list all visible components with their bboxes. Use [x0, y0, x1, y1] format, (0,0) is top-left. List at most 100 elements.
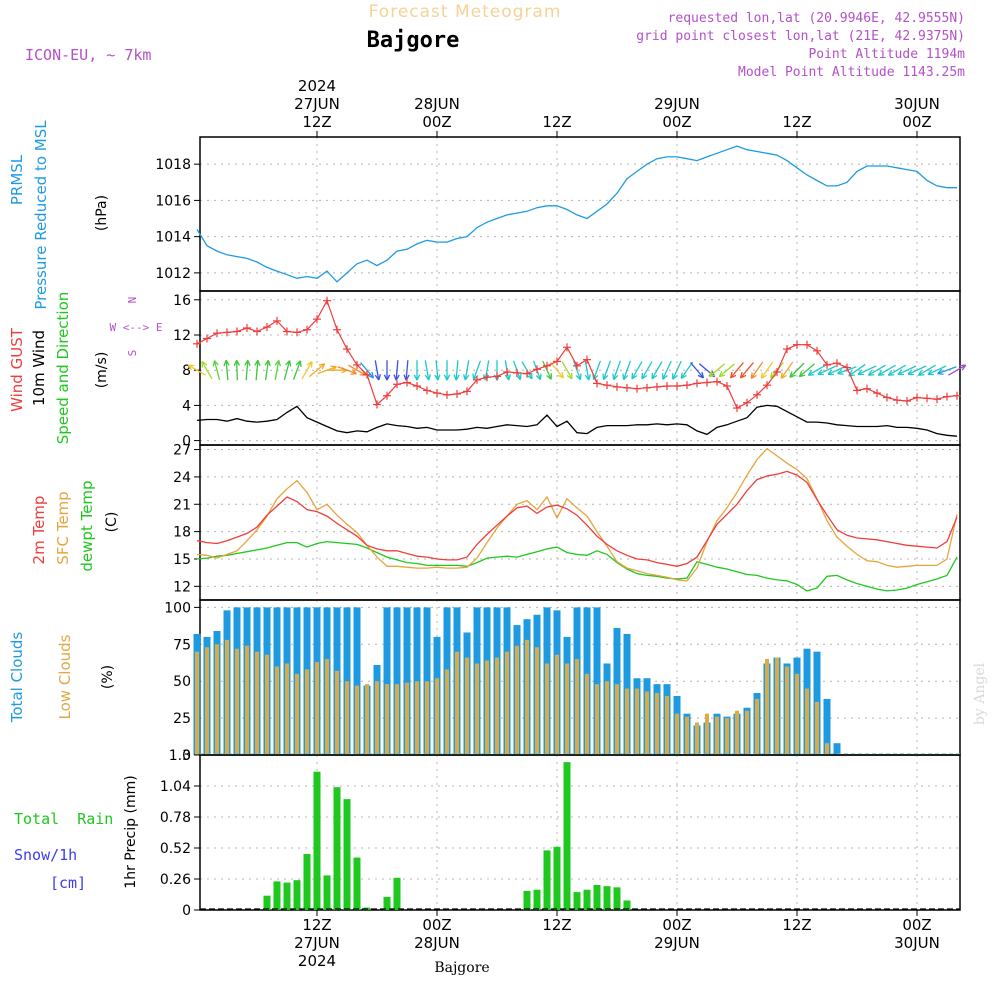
wind-gust-marker [933, 395, 941, 404]
wind-arrow-shaft [472, 360, 482, 380]
wind-arrow-head [623, 374, 629, 381]
y-tick-label: 1.3 [169, 748, 191, 764]
total-clouds-bar [353, 607, 361, 755]
wind-arrow-head [937, 368, 943, 375]
top-tick-label-3: 00Z [662, 113, 691, 131]
wind-gust-marker [363, 370, 371, 379]
top-tick-label-2: 27JUN [294, 95, 340, 113]
wind-arrow-head [306, 361, 313, 366]
y-tick-label: 12 [173, 328, 191, 344]
wind-arrow-head [561, 371, 565, 379]
wind-arrow-head [584, 374, 590, 381]
rain-bar [323, 875, 331, 910]
wind-arrow [907, 365, 927, 376]
wind-arrow [877, 364, 896, 376]
low-clouds-bar [415, 681, 419, 755]
grid-point-coordinates: grid point closest lon,lat (21E, 42.9375… [636, 29, 965, 44]
wind-arrow-head [680, 372, 683, 379]
wind-arrow-head [395, 374, 400, 381]
low-clouds-bar [375, 681, 379, 755]
wind-gust-marker [833, 359, 841, 368]
wind-gust-marker [233, 327, 241, 336]
wind-arrow-head [631, 374, 638, 380]
wind-gust-marker [593, 379, 601, 388]
wind-arrow-head [299, 360, 302, 367]
wind-arrow-shaft [348, 364, 366, 376]
total-clouds-bar [823, 698, 831, 755]
top-tick-label-3: 12Z [302, 113, 331, 131]
footer-location: Bajgore [434, 960, 489, 976]
wind-arrow-shaft [236, 360, 238, 381]
wind-arrow-head [907, 369, 913, 375]
wind-arrow-head [535, 374, 541, 381]
low-clouds-label: Low Clouds [56, 634, 74, 719]
low-clouds-bar [775, 657, 779, 755]
wind-arrow-head [285, 360, 291, 366]
location-title: Bajgore [367, 28, 460, 53]
y-tick-label: 15 [173, 552, 191, 568]
wind-gust-marker [893, 396, 901, 405]
wind-arrow [301, 361, 313, 380]
y-tick-label: 1018 [155, 157, 191, 173]
wind-arrow-head [428, 374, 431, 381]
bottom-tick-label-1: 00Z [662, 916, 691, 934]
wind-arrow-head [622, 373, 625, 380]
rain-bar [583, 889, 591, 910]
wind-arrow-shaft [424, 360, 430, 381]
wind-arrow-head [201, 361, 208, 366]
wind-arrow-head [236, 359, 241, 366]
y-tick-label: 75 [173, 637, 191, 653]
wind-gust-line [196, 299, 958, 409]
low-clouds-bar [625, 688, 629, 755]
low-clouds-bar [795, 673, 799, 755]
low-clouds-bar [475, 663, 479, 755]
wind-arrow-head [780, 374, 787, 379]
wind-gust-marker [473, 375, 481, 384]
low-clouds-bar [215, 644, 219, 755]
snow-unit-label: [cm] [50, 874, 86, 892]
wind-arrow [641, 361, 653, 380]
credit-watermark: by Angel [972, 662, 988, 725]
wind-arrow-shaft [464, 360, 470, 381]
wind-arrow-shaft [672, 360, 682, 380]
low-clouds-bar [525, 639, 529, 755]
y-tick-label: 0 [182, 748, 191, 764]
low-clouds-bar [315, 662, 319, 755]
y-tick-label: 4 [182, 398, 191, 414]
wind-arrow-head [837, 372, 844, 375]
low-clouds-bar [505, 651, 509, 755]
wind-arrow-head [917, 369, 923, 376]
wind-arrow-head [867, 369, 873, 376]
wind-arrow [283, 360, 292, 381]
wind-gust-marker [733, 404, 741, 413]
rain-bar [593, 884, 601, 910]
wind-arrow-head [827, 369, 833, 375]
low-clouds-bar [665, 695, 669, 755]
pressure-unit: (hPa) [94, 195, 110, 231]
wind-arrow-shaft [760, 361, 774, 379]
wind-gust-marker [643, 383, 651, 392]
wind-gust-label: Wind GUST [8, 327, 26, 412]
wind-gust-marker [823, 360, 831, 369]
low-clouds-bar [245, 645, 249, 755]
wind-arrow-shaft [188, 364, 206, 376]
temperature-unit: (C) [104, 512, 120, 533]
wind-gust-marker [463, 387, 471, 396]
low-clouds-bar [555, 654, 559, 755]
pressure-label-line2: Pressure Reduced to MSL [32, 120, 50, 310]
wind-gust-marker [793, 340, 801, 349]
top-time-tick: 12Z [782, 113, 812, 137]
wind-gust-marker [343, 345, 351, 354]
rain-bar [333, 787, 341, 910]
point-altitude: Point Altitude 1194m [808, 47, 965, 62]
wind-gust-marker [673, 382, 681, 391]
wind-arrow-head [437, 374, 441, 381]
bottom-tick-label-1: 12Z [782, 916, 811, 934]
low-clouds-bar [485, 660, 489, 755]
wind-arrow [561, 361, 573, 380]
wind-arrow-head [897, 369, 903, 375]
wind-arrow-head [508, 374, 511, 381]
pressure-series [196, 145, 957, 283]
temperature-grid [200, 445, 960, 600]
